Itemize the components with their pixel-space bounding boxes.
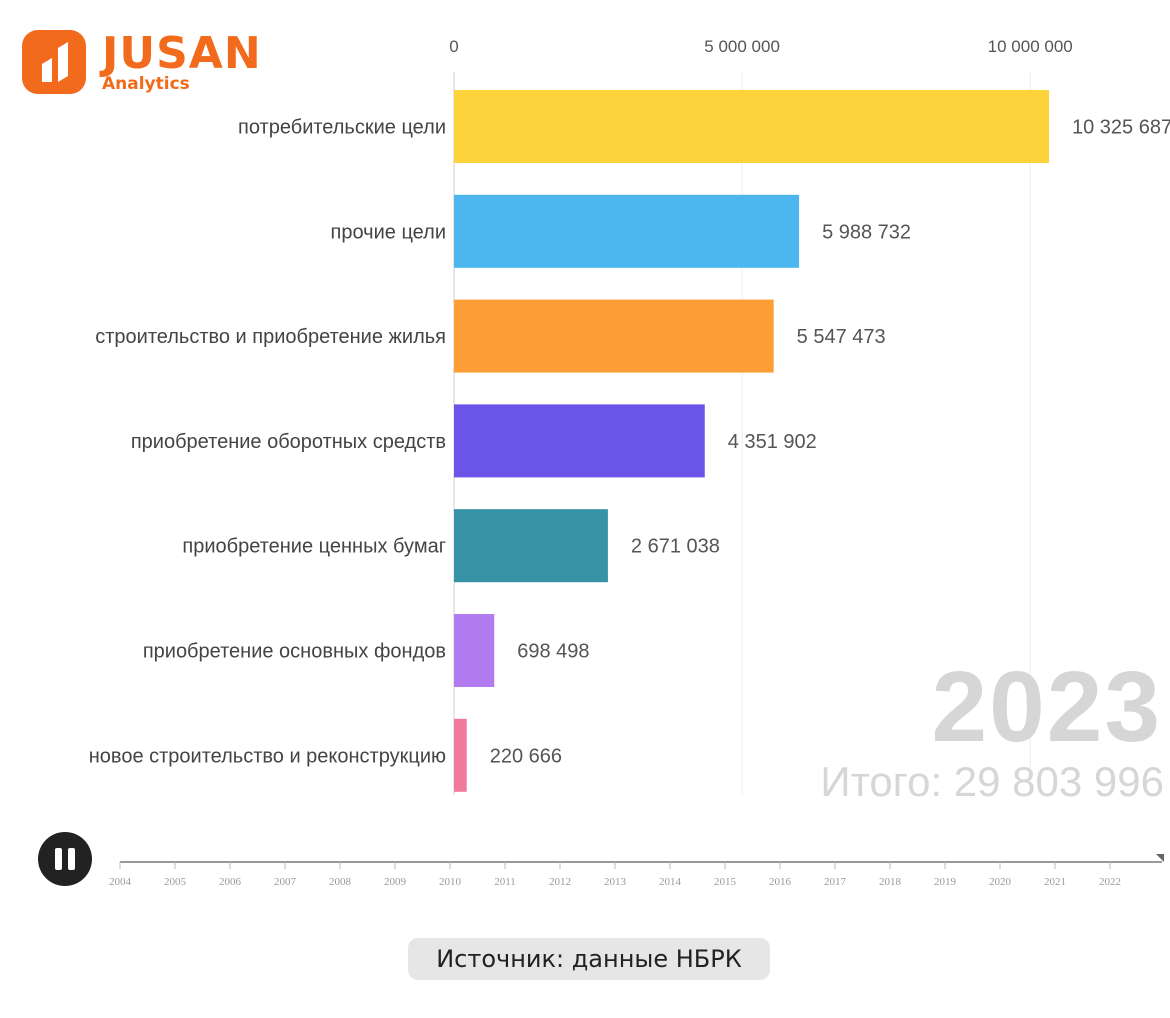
timeline-year-label[interactable]: 2011 (494, 876, 516, 888)
timeline-year-label[interactable]: 2005 (164, 876, 187, 888)
value-label: 5 547 473 (797, 326, 886, 348)
bar (454, 718, 467, 792)
timeline-year-label[interactable]: 2004 (109, 876, 132, 888)
timeline-year-label[interactable]: 2016 (769, 876, 792, 888)
category-label: приобретение основных фондов (143, 641, 446, 663)
brand-name: JUSAN (102, 28, 262, 79)
timeline-year-label[interactable]: 2007 (274, 876, 297, 888)
timeline-year-label[interactable]: 2006 (219, 876, 242, 888)
timeline-year-label[interactable]: 2017 (824, 876, 847, 888)
timeline-year-label[interactable]: 2018 (879, 876, 902, 888)
bar (454, 404, 705, 478)
bar (454, 299, 774, 373)
pause-button[interactable] (38, 832, 92, 886)
value-label: 698 498 (517, 641, 589, 663)
value-label: 2 671 038 (631, 536, 720, 558)
source-label: Источник: данные НБРК (408, 938, 770, 980)
current-year: 2023 (931, 651, 1162, 763)
bar (454, 509, 608, 583)
x-tick-label: 0 (449, 37, 458, 56)
timeline-slider[interactable]: 2004 2005 2006 2007 2008 2009 2010 2011 2012 2013… (0, 10, 1170, 900)
timeline-year-label[interactable]: 2021 (1044, 876, 1066, 888)
category-label: потребительские цели (238, 117, 446, 139)
pause-icon (55, 848, 62, 870)
timeline-year-label[interactable]: 2022 (1099, 876, 1121, 888)
value-label: 4 351 902 (728, 431, 817, 453)
pause-icon-bar (68, 848, 75, 870)
x-tick-label: 10 000 000 (988, 37, 1073, 56)
value-label: 5 988 732 (822, 221, 911, 243)
bar (454, 614, 495, 687)
value-label: 10 325 687 (1072, 117, 1170, 139)
timeline-year-label[interactable]: 2010 (439, 876, 462, 888)
category-label: новое строительство и реконструкцию (89, 745, 446, 767)
category-label: строительство и приобретение жилья (95, 326, 446, 348)
category-label: приобретение оборотных средств (131, 431, 446, 453)
timeline-year-label[interactable]: 2013 (604, 876, 627, 888)
timeline-year-label[interactable]: 2014 (659, 876, 682, 888)
logo-icon (22, 30, 86, 94)
timeline-year-label[interactable]: 2020 (989, 876, 1012, 888)
brand-subtitle: Analytics (102, 74, 190, 94)
timeline-year-label[interactable]: 2019 (934, 876, 957, 888)
timeline-year-label[interactable]: 2015 (714, 876, 737, 888)
timeline-year-label[interactable]: 2008 (329, 876, 352, 888)
total-label: Итого: 29 803 996 (820, 758, 1164, 805)
bar (454, 90, 1049, 163)
chart-panel: JUSAN Analytics 0 5 000 000 10 000 000 потр… (0, 10, 1170, 900)
timeline-year-label[interactable]: 2012 (549, 876, 571, 888)
x-tick-label: 5 000 000 (704, 37, 780, 56)
bar-chart: 0 5 000 000 10 000 000 потребительские цели… (89, 37, 1170, 795)
category-label: приобретение ценных бумаг (182, 536, 446, 558)
timeline-year-label[interactable]: 2009 (384, 876, 407, 888)
timeline-handle[interactable] (1156, 854, 1164, 862)
category-label: прочие цели (331, 221, 446, 243)
brand-logo: JUSAN Analytics (22, 28, 282, 100)
value-label: 220 666 (490, 745, 562, 767)
bar (454, 194, 800, 268)
